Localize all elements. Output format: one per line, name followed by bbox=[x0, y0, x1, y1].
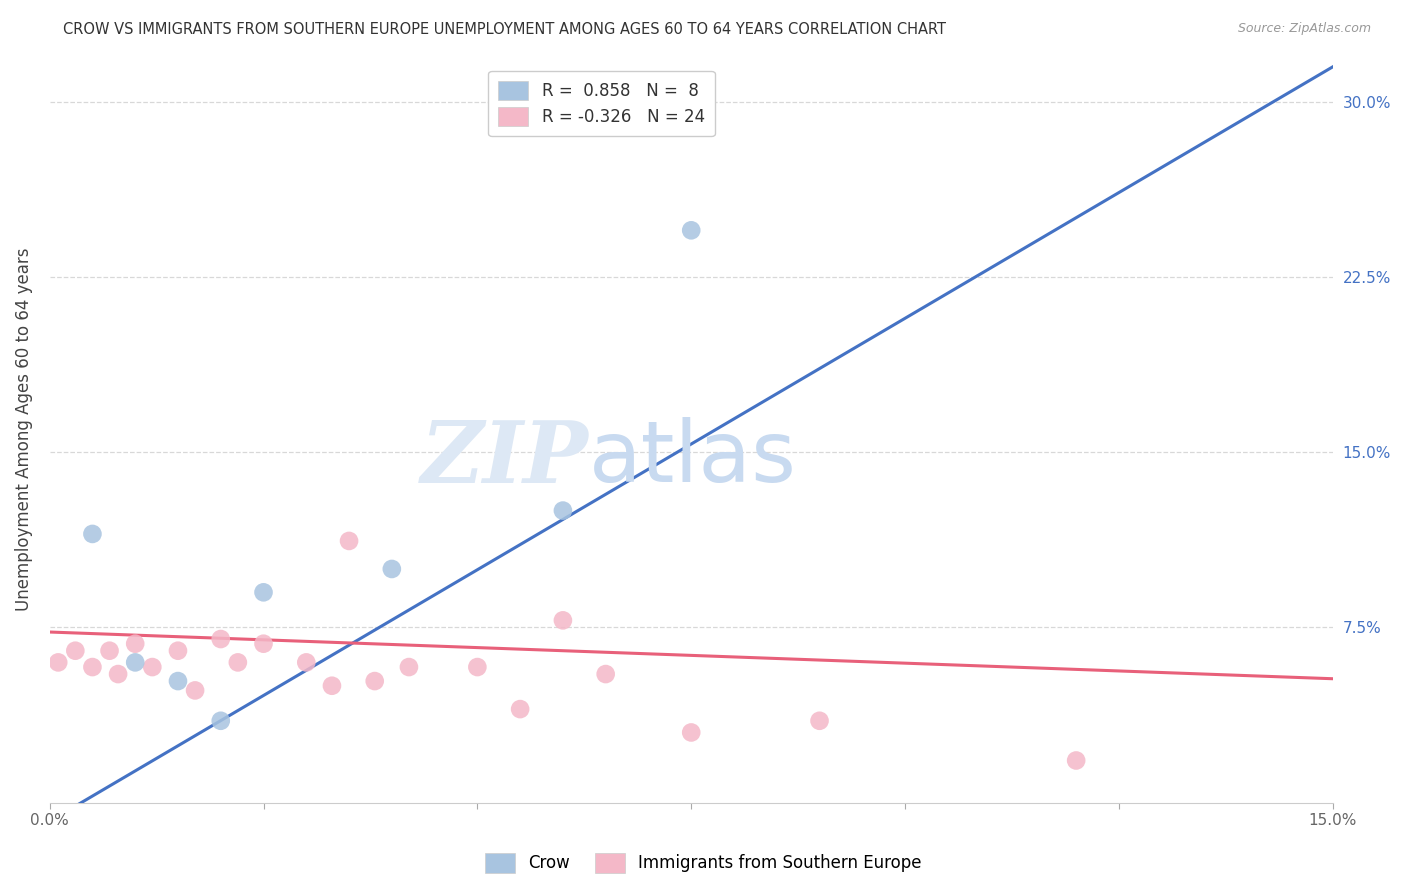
Text: CROW VS IMMIGRANTS FROM SOUTHERN EUROPE UNEMPLOYMENT AMONG AGES 60 TO 64 YEARS C: CROW VS IMMIGRANTS FROM SOUTHERN EUROPE … bbox=[63, 22, 946, 37]
Point bbox=[124, 637, 146, 651]
Point bbox=[252, 585, 274, 599]
Y-axis label: Unemployment Among Ages 60 to 64 years: Unemployment Among Ages 60 to 64 years bbox=[15, 247, 32, 611]
Point bbox=[98, 643, 121, 657]
Point bbox=[509, 702, 531, 716]
Point bbox=[1064, 754, 1087, 768]
Point bbox=[364, 674, 387, 689]
Legend: R =  0.858   N =  8, R = -0.326   N = 24: R = 0.858 N = 8, R = -0.326 N = 24 bbox=[488, 71, 714, 136]
Text: ZIP: ZIP bbox=[420, 417, 589, 500]
Point bbox=[167, 643, 190, 657]
Point bbox=[398, 660, 420, 674]
Point bbox=[337, 533, 360, 548]
Text: atlas: atlas bbox=[589, 417, 797, 500]
Point bbox=[107, 667, 129, 681]
Point bbox=[681, 725, 703, 739]
Point bbox=[226, 656, 249, 670]
Point bbox=[252, 637, 274, 651]
Point bbox=[82, 660, 104, 674]
Point bbox=[321, 679, 343, 693]
Point bbox=[184, 683, 207, 698]
Text: Source: ZipAtlas.com: Source: ZipAtlas.com bbox=[1237, 22, 1371, 36]
Point bbox=[82, 527, 104, 541]
Point bbox=[209, 714, 232, 728]
Point bbox=[595, 667, 617, 681]
Point bbox=[467, 660, 489, 674]
Point bbox=[65, 643, 87, 657]
Legend: Crow, Immigrants from Southern Europe: Crow, Immigrants from Southern Europe bbox=[478, 847, 928, 880]
Point bbox=[46, 656, 69, 670]
Point bbox=[209, 632, 232, 646]
Point bbox=[381, 562, 404, 576]
Point bbox=[808, 714, 831, 728]
Point bbox=[551, 613, 574, 627]
Point bbox=[141, 660, 163, 674]
Point bbox=[551, 503, 574, 517]
Point bbox=[124, 656, 146, 670]
Point bbox=[295, 656, 318, 670]
Point bbox=[167, 674, 190, 689]
Point bbox=[681, 223, 703, 237]
